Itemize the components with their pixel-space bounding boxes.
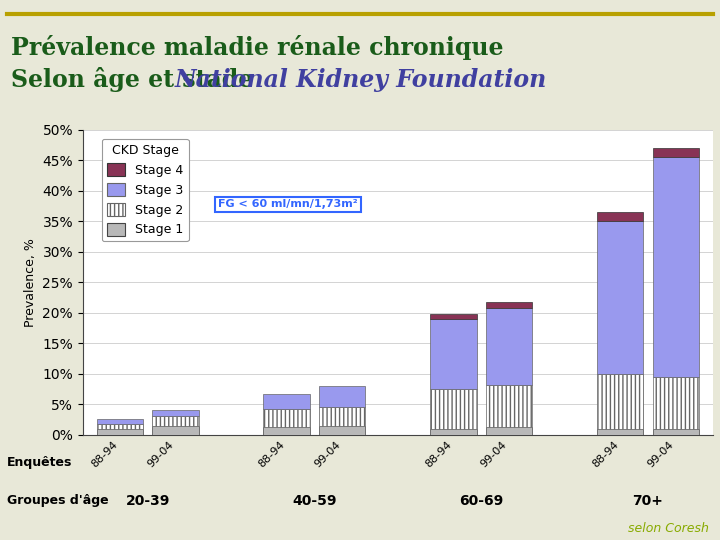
Text: Groupes d'âge: Groupes d'âge (7, 494, 109, 507)
Text: 60-69: 60-69 (459, 494, 503, 508)
Bar (431, 389, 477, 429)
Bar (153, 426, 199, 435)
Bar (597, 374, 643, 429)
Text: Prévalence maladie rénale chronique: Prévalence maladie rénale chronique (11, 35, 503, 60)
Text: Selon âge et stade: Selon âge et stade (11, 68, 261, 92)
Bar (319, 426, 365, 435)
Text: Enquêtes: Enquêtes (7, 456, 73, 469)
Legend: Stage 4, Stage 3, Stage 2, Stage 1: Stage 4, Stage 3, Stage 2, Stage 1 (102, 139, 189, 241)
Bar (652, 157, 699, 377)
Bar (96, 429, 143, 435)
Y-axis label: Prevalence, %: Prevalence, % (24, 238, 37, 327)
Bar (153, 410, 199, 416)
Text: selon Coresh: selon Coresh (629, 522, 709, 535)
Bar (597, 221, 643, 374)
Bar (431, 319, 477, 389)
Bar (319, 386, 365, 407)
Bar (264, 409, 310, 427)
Bar (319, 407, 365, 426)
Bar (486, 427, 532, 435)
Bar (264, 394, 310, 409)
Bar (153, 416, 199, 426)
Bar (431, 314, 477, 319)
Bar (431, 429, 477, 435)
Bar (652, 148, 699, 157)
Text: FG < 60 ml/mn/1,73m²: FG < 60 ml/mn/1,73m² (218, 199, 358, 210)
Text: National Kidney Foundation: National Kidney Foundation (174, 68, 546, 91)
Bar (652, 429, 699, 435)
Text: 70+: 70+ (632, 494, 663, 508)
Bar (96, 424, 143, 429)
Text: 40-59: 40-59 (292, 494, 337, 508)
Text: 20-39: 20-39 (125, 494, 170, 508)
Bar (652, 377, 699, 429)
Bar (486, 302, 532, 308)
Bar (264, 427, 310, 435)
Bar (597, 212, 643, 221)
Bar (486, 308, 532, 384)
Bar (96, 419, 143, 424)
Bar (597, 429, 643, 435)
Bar (486, 384, 532, 427)
